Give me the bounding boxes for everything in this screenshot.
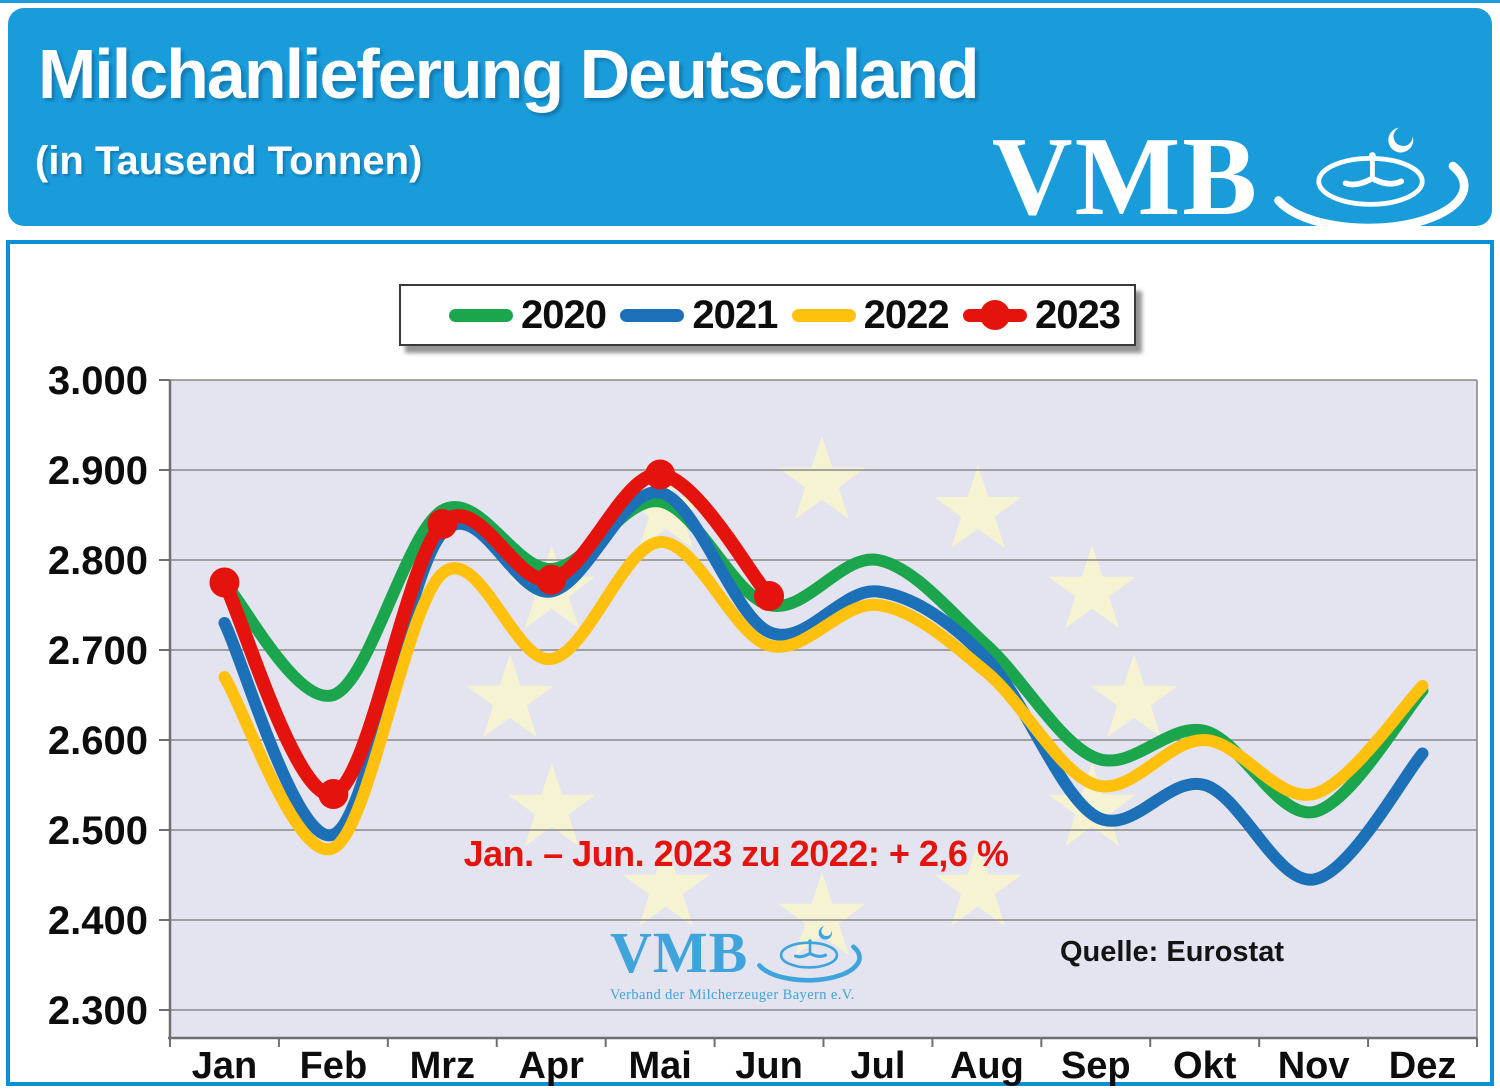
legend-line-sample <box>620 308 685 322</box>
svg-text:3.000: 3.000 <box>48 359 148 403</box>
legend-item-2022: 2022 <box>791 292 950 338</box>
legend-item-2023: 2023 <box>962 292 1121 338</box>
legend-line-sample <box>449 308 513 322</box>
legend-label: 2020 <box>521 292 607 337</box>
header-banner: Milchanlieferung Deutschland (in Tausend… <box>8 8 1492 233</box>
svg-text:Mrz: Mrz <box>410 1045 475 1087</box>
svg-text:2.500: 2.500 <box>48 809 148 853</box>
vmb-logo: VMB <box>992 120 1478 235</box>
svg-text:2.400: 2.400 <box>48 899 148 943</box>
page-title: Milchanlieferung Deutschland <box>38 35 980 113</box>
legend-line-sample <box>791 308 856 322</box>
svg-text:Apr: Apr <box>518 1045 584 1087</box>
svg-text:2.900: 2.900 <box>48 449 148 493</box>
legend-marker-dot <box>979 300 1010 330</box>
legend-item-2021: 2021 <box>620 292 778 338</box>
chart-legend: 2020 2021 2022 2023 <box>399 284 1136 346</box>
legend-label: 2023 <box>1034 292 1121 337</box>
vmb-watermark-caption: Verband der Milcherzeuger Bayern e.V. <box>610 987 855 1003</box>
svg-text:Okt: Okt <box>1173 1045 1237 1087</box>
legend-label: 2021 <box>692 292 778 337</box>
vmb-watermark: VMB Verband der Milcherzeuger Bayern e.V… <box>610 922 868 1004</box>
svg-text:Mai: Mai <box>628 1045 691 1087</box>
top-edge-strip <box>0 0 1500 3</box>
svg-text:2.300: 2.300 <box>48 989 148 1033</box>
svg-text:2.600: 2.600 <box>48 719 148 763</box>
svg-text:Jun: Jun <box>735 1045 803 1087</box>
legend-item-2020: 2020 <box>449 292 607 338</box>
vmb-emblem-icon <box>1263 120 1478 235</box>
svg-text:Sep: Sep <box>1061 1045 1131 1087</box>
svg-text:Jan: Jan <box>192 1045 257 1087</box>
legend-label: 2022 <box>863 292 950 337</box>
svg-text:Dez: Dez <box>1389 1045 1457 1087</box>
comparison-annotation: Jan. – Jun. 2023 zu 2022: + 2,6 % <box>463 833 1009 874</box>
svg-text:Jul: Jul <box>851 1045 906 1087</box>
vmb-logo-text: VMB <box>991 115 1259 240</box>
vmb-watermark-text: VMB <box>610 920 749 985</box>
legend-line-sample <box>962 300 1027 330</box>
svg-text:2.800: 2.800 <box>48 539 148 583</box>
page-subtitle: (in Tausend Tonnen) <box>35 139 423 183</box>
svg-text:Nov: Nov <box>1278 1045 1350 1087</box>
source-label: Quelle: Eurostat <box>1060 936 1284 968</box>
svg-text:Feb: Feb <box>300 1045 368 1087</box>
svg-text:2.700: 2.700 <box>48 629 148 673</box>
vmb-watermark-emblem-icon <box>750 922 868 984</box>
svg-text:Aug: Aug <box>950 1045 1024 1087</box>
